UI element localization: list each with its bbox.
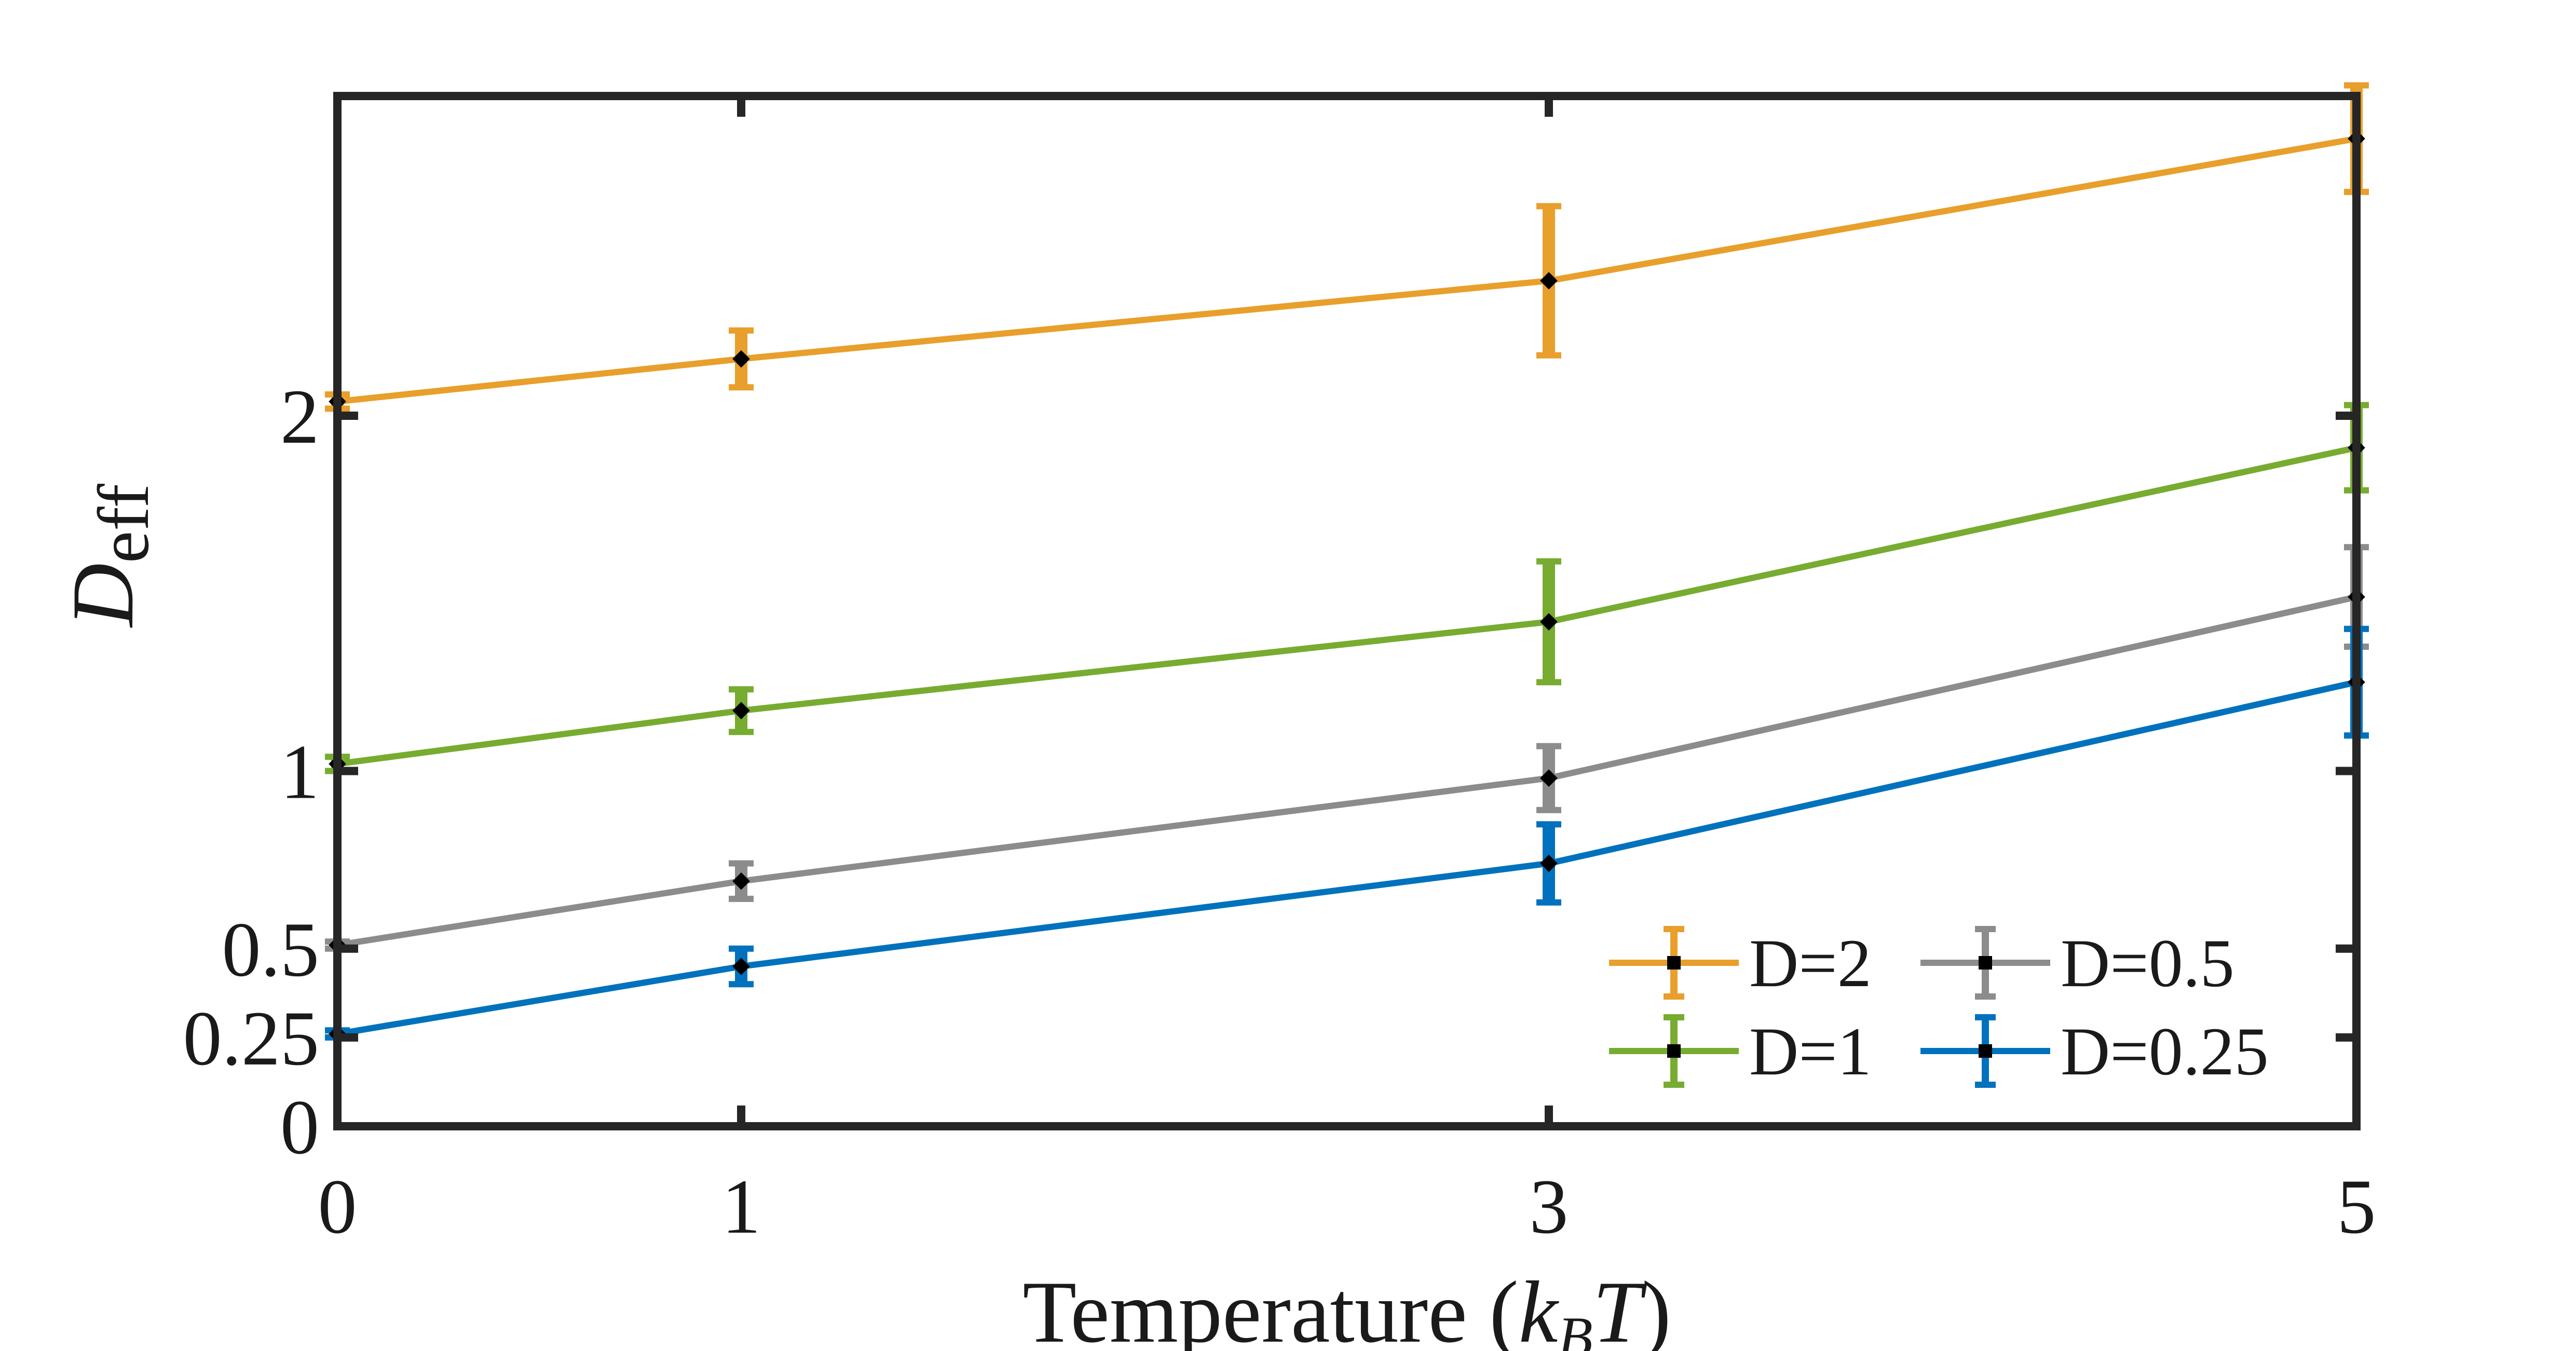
y-tick-label-1: 1 bbox=[280, 729, 319, 815]
legend-label-D=0.5: D=0.5 bbox=[2061, 925, 2234, 1001]
y-tick-label-0.5: 0.5 bbox=[222, 907, 320, 993]
data-point-D=0.5-3 bbox=[1540, 769, 1558, 787]
legend-entry-D=2: D=2 bbox=[1609, 925, 1872, 1001]
legend-marker-D=0.25 bbox=[1979, 1044, 1992, 1058]
y-tick-label-0.25: 0.25 bbox=[183, 995, 320, 1082]
data-point-D=0.25-3 bbox=[1540, 854, 1558, 872]
series-layer bbox=[325, 82, 2369, 1043]
series-D=2 bbox=[325, 82, 2369, 412]
legend-label-D=1: D=1 bbox=[1749, 1013, 1872, 1089]
x-axis-label: Temperature (kBT) bbox=[1023, 1263, 1671, 1351]
data-point-D=0.5-1 bbox=[732, 872, 750, 890]
x-tick-label-1: 1 bbox=[722, 1164, 761, 1250]
legend-entry-D=1: D=1 bbox=[1609, 1013, 1872, 1089]
data-point-D=2-3 bbox=[1540, 272, 1558, 290]
plot-frame bbox=[333, 92, 2361, 1130]
data-point-D=1-3 bbox=[1540, 613, 1558, 631]
series-line-D=1 bbox=[337, 444, 2357, 767]
legend-marker-D=1 bbox=[1667, 1044, 1681, 1058]
tick-labels-layer: 0 1 3 500.250.512 bbox=[183, 374, 2376, 1250]
series-line-D=0.5 bbox=[337, 594, 2357, 948]
y-axis-label: Deff bbox=[54, 484, 164, 628]
legend-entry-D=0.25: D=0.25 bbox=[1920, 1013, 2269, 1089]
legend: D=2 D=0.5 D=1 D=0.25 bbox=[1609, 925, 2269, 1089]
series-line-D=2 bbox=[337, 135, 2357, 405]
y-tick-label-0: 0 bbox=[280, 1084, 319, 1170]
ticks-layer bbox=[333, 96, 2361, 1130]
legend-marker-D=0.5 bbox=[1979, 956, 1992, 970]
data-point-D=1-1 bbox=[732, 702, 750, 719]
legend-marker-D=2 bbox=[1667, 956, 1681, 970]
legend-entry-D=0.5: D=0.5 bbox=[1920, 925, 2234, 1001]
x-tick-label-3: 3 bbox=[1530, 1164, 1569, 1250]
series-D=1 bbox=[325, 402, 2369, 774]
legend-label-D=2: D=2 bbox=[1749, 925, 1872, 1001]
x-tick-label-0: 0 bbox=[318, 1164, 357, 1250]
data-point-D=2-1 bbox=[732, 350, 750, 368]
y-tick-label-2: 2 bbox=[280, 374, 319, 460]
x-tick-label-5: 5 bbox=[2337, 1164, 2376, 1250]
data-point-D=0.25-1 bbox=[732, 958, 750, 975]
series-line-D=0.25 bbox=[337, 679, 2357, 1037]
legend-label-D=0.25: D=0.25 bbox=[2061, 1013, 2269, 1089]
